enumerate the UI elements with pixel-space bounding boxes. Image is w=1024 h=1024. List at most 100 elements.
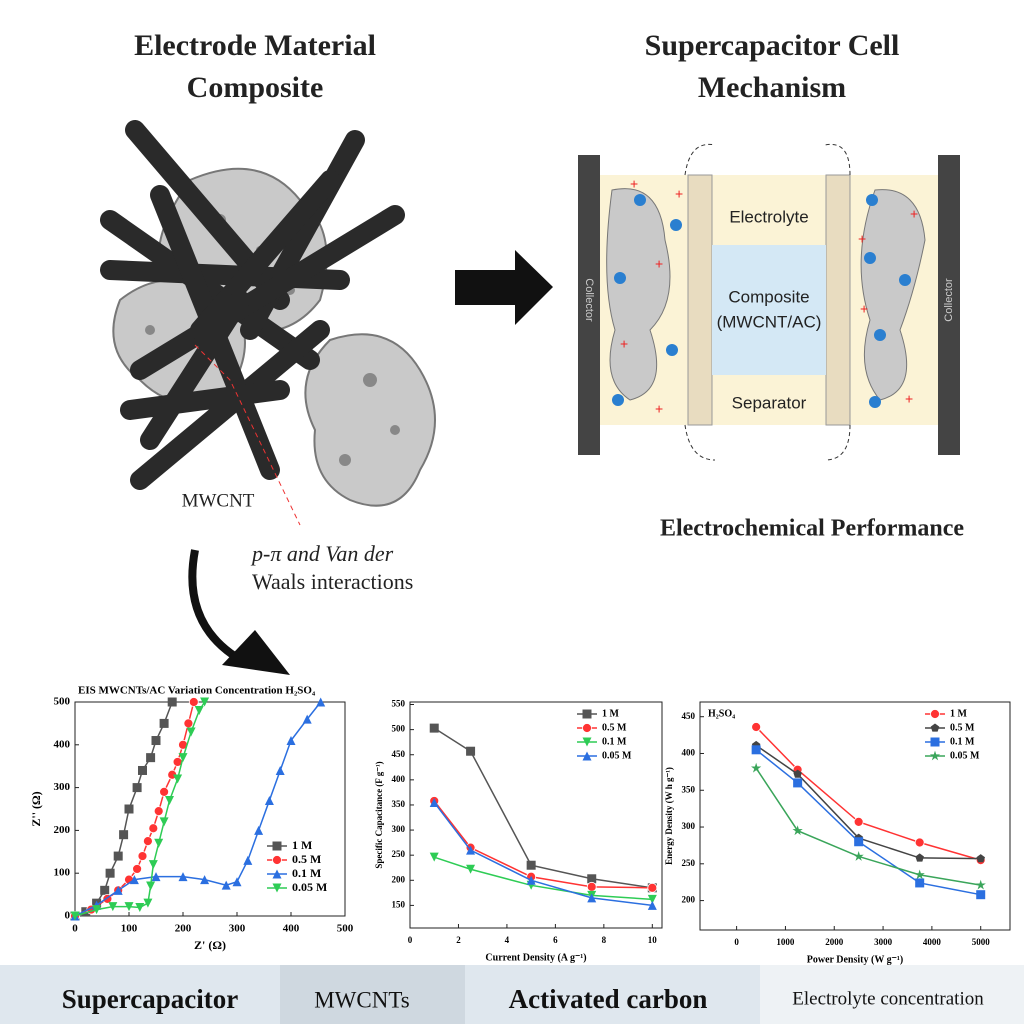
collector-label: Collector [943,278,955,322]
y-tick-label: 250 [392,849,406,859]
marker [143,898,153,908]
marker [854,837,864,847]
marker [466,746,476,756]
marker [793,778,803,788]
legend-label: 0.1 M [950,736,975,747]
charges: + + + + + + + + + [620,176,918,417]
y-tick-label: 150 [392,899,406,909]
plot-frame [699,701,1011,931]
callout-line [194,344,301,526]
y-tick-label: 350 [682,784,696,794]
y-tick-label: 500 [392,724,406,734]
marker [466,864,476,874]
ions [612,194,911,408]
legend-marker [930,723,940,732]
marker [92,905,102,915]
keyword: Activated carbon [509,984,708,1014]
legend-marker [272,855,282,865]
annotation: H₂SO₄ [708,708,735,719]
marker [275,765,285,775]
marker [751,722,762,732]
marker [429,723,439,733]
performance-title: Electrochemical Performance [660,516,964,542]
x-tick-label: 2000 [825,937,844,947]
marker [200,875,210,885]
legend-marker [272,841,282,851]
cell-label: Electrolyte [729,207,808,226]
marker [159,718,169,728]
y-tick-label: 300 [54,781,71,793]
big-arrow [455,250,553,325]
marker [135,902,145,912]
marker [751,745,761,755]
y-tick-label: 400 [392,774,406,784]
legend-marker [272,869,282,879]
marker [194,706,204,716]
series-line [755,726,981,861]
marker [124,902,134,912]
legend-marker [582,709,592,719]
legend-marker [272,883,282,893]
x-tick-label: 4 [505,935,510,945]
x-tick-label: 100 [121,923,138,935]
plot-frame [74,701,346,917]
y-axis-label: Energy Density (W h g⁻¹) [664,767,674,865]
marker [151,736,161,746]
marker [165,795,174,805]
right-title: Mechanism [698,71,846,104]
legend-label: 0.05 M [950,750,980,761]
keyword-bar: Supercapacitor MWCNTs Activated carbon E… [0,965,1024,1024]
marker [316,697,326,707]
x-tick-label: 0 [72,923,78,935]
svg-text:+: + [860,301,868,317]
svg-text:+: + [905,391,913,407]
y-tick-label: 400 [682,748,696,758]
y-tick-label: 100 [54,867,71,879]
marker [976,890,986,900]
y-tick-label: 300 [682,821,696,831]
y-tick-label: 200 [392,874,406,884]
y-tick-label: 400 [54,738,71,750]
separator-wall [687,174,713,426]
y-tick-label: 450 [392,749,406,759]
x-tick-label: 1000 [776,937,795,947]
marker [119,830,129,840]
marker [108,902,118,912]
marker [751,762,762,773]
marker [148,860,158,870]
x-axis-label: Z' (Ω) [194,938,226,952]
legend-label: 0.5 M [602,722,627,733]
svg-text:+: + [858,231,866,247]
marker [915,878,925,888]
marker [113,851,123,861]
marker [186,727,196,737]
marker [70,911,80,921]
legend-label: 1 M [292,838,312,852]
y-tick-label: 250 [682,858,696,868]
marker [148,823,159,834]
x-tick-label: 2 [456,935,461,945]
cell-label: Separator [732,393,807,412]
x-tick-label: 200 [175,923,192,935]
marker [173,774,183,784]
keyword-bg [760,965,1024,1024]
legend-marker [582,751,592,761]
x-tick-label: 0 [408,935,413,945]
electrode-particles [606,188,926,401]
x-tick-label: 10 [648,935,658,945]
svg-text:+: + [910,206,918,222]
marker [915,853,924,862]
marker [178,872,188,882]
legend-label: 0.1 M [292,866,321,880]
separator-wall [825,174,851,426]
legend-marker [582,737,592,747]
marker [188,697,199,707]
svg-text:+: + [655,401,663,417]
legend-label: 0.5 M [292,852,321,866]
x-tick-label: 6 [553,935,558,945]
y-tick-label: 300 [392,824,406,834]
series-line [74,701,206,917]
marker [914,837,925,848]
mwcnt-label: MWCNT [182,490,255,511]
